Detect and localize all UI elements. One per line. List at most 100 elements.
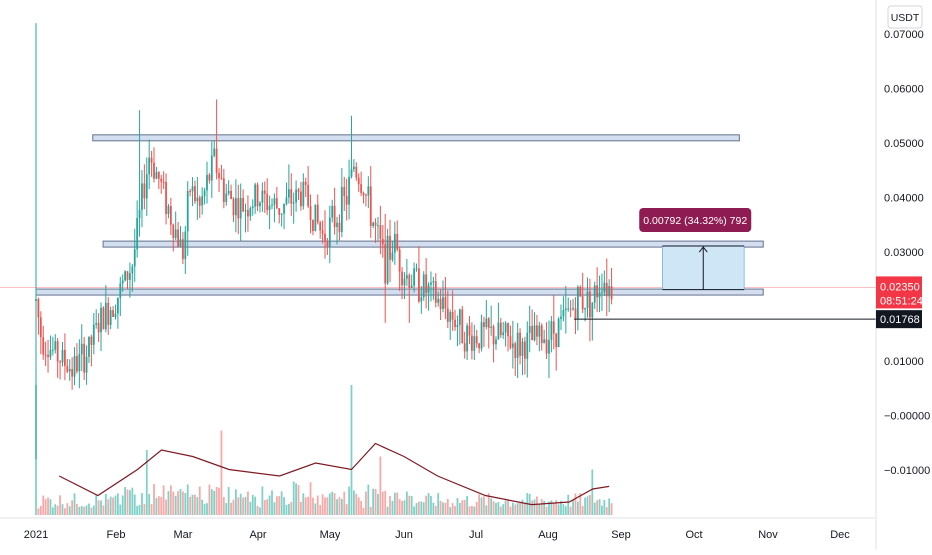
candle[interactable] bbox=[172, 223, 175, 252]
candle[interactable] bbox=[345, 178, 348, 221]
candle[interactable] bbox=[136, 200, 139, 258]
candle[interactable] bbox=[396, 220, 399, 252]
candle[interactable] bbox=[259, 201, 261, 213]
candle[interactable] bbox=[244, 203, 247, 233]
candle[interactable] bbox=[220, 164, 223, 180]
candle[interactable] bbox=[42, 325, 45, 360]
candle[interactable] bbox=[230, 184, 232, 200]
candle[interactable] bbox=[444, 276, 447, 320]
candle[interactable] bbox=[189, 188, 192, 197]
candle[interactable] bbox=[295, 180, 297, 212]
candle[interactable] bbox=[401, 267, 403, 300]
candle[interactable] bbox=[124, 270, 127, 282]
candle[interactable] bbox=[37, 297, 40, 335]
candle[interactable] bbox=[548, 320, 550, 379]
candle[interactable] bbox=[321, 220, 324, 244]
candle[interactable] bbox=[266, 178, 269, 216]
candle[interactable] bbox=[557, 317, 560, 348]
candle[interactable] bbox=[59, 360, 61, 380]
candle[interactable] bbox=[206, 161, 208, 204]
candle[interactable] bbox=[141, 170, 143, 228]
candle[interactable] bbox=[121, 274, 124, 292]
candle[interactable] bbox=[601, 273, 603, 312]
candle[interactable] bbox=[490, 305, 493, 336]
candle[interactable] bbox=[225, 183, 228, 206]
candle[interactable] bbox=[208, 172, 211, 184]
candle[interactable] bbox=[237, 184, 240, 235]
candle[interactable] bbox=[504, 321, 507, 347]
candle[interactable] bbox=[355, 162, 358, 181]
candle[interactable] bbox=[116, 297, 119, 329]
candle[interactable] bbox=[403, 272, 406, 299]
candle[interactable] bbox=[471, 322, 473, 360]
candle[interactable] bbox=[54, 334, 57, 354]
candle[interactable] bbox=[393, 221, 396, 265]
candle[interactable] bbox=[610, 267, 613, 305]
candle[interactable] bbox=[555, 332, 558, 371]
candle[interactable] bbox=[104, 285, 107, 333]
candle[interactable] bbox=[485, 300, 488, 330]
candle[interactable] bbox=[560, 304, 562, 330]
candle[interactable] bbox=[160, 175, 163, 194]
candle[interactable] bbox=[56, 337, 59, 378]
candle[interactable] bbox=[114, 304, 117, 320]
candle[interactable] bbox=[545, 322, 548, 359]
candle[interactable] bbox=[85, 345, 88, 385]
candle[interactable] bbox=[365, 193, 367, 207]
candle[interactable] bbox=[357, 173, 360, 192]
candle[interactable] bbox=[598, 275, 601, 313]
candle[interactable] bbox=[362, 191, 365, 204]
zone-1[interactable] bbox=[102, 240, 764, 248]
candle[interactable] bbox=[119, 276, 122, 317]
candle[interactable] bbox=[47, 339, 49, 373]
candle[interactable] bbox=[540, 323, 543, 351]
candle[interactable] bbox=[374, 218, 377, 243]
candle[interactable] bbox=[247, 195, 249, 232]
candle[interactable] bbox=[589, 278, 591, 342]
candle[interactable] bbox=[145, 157, 148, 216]
candle[interactable] bbox=[186, 181, 189, 256]
candle[interactable] bbox=[49, 335, 52, 360]
candle[interactable] bbox=[107, 297, 110, 335]
candle[interactable] bbox=[536, 314, 538, 346]
candle[interactable] bbox=[538, 321, 541, 352]
candle[interactable] bbox=[314, 204, 317, 232]
candle[interactable] bbox=[143, 164, 146, 210]
candle[interactable] bbox=[169, 197, 172, 235]
candle[interactable] bbox=[574, 297, 577, 335]
candle[interactable] bbox=[283, 203, 285, 230]
candle[interactable] bbox=[340, 168, 343, 238]
candle[interactable] bbox=[203, 187, 206, 205]
candle[interactable] bbox=[263, 181, 266, 213]
candle[interactable] bbox=[348, 159, 350, 220]
candle[interactable] bbox=[338, 214, 341, 241]
candle[interactable] bbox=[564, 285, 567, 334]
candle[interactable] bbox=[307, 166, 310, 209]
candle[interactable] bbox=[63, 333, 66, 381]
candle[interactable] bbox=[112, 306, 114, 318]
candle[interactable] bbox=[182, 232, 184, 264]
candle[interactable] bbox=[528, 305, 531, 353]
candle[interactable] bbox=[324, 210, 326, 259]
candle[interactable] bbox=[300, 181, 302, 211]
candle[interactable] bbox=[480, 314, 483, 352]
candle[interactable] bbox=[487, 317, 490, 349]
candle[interactable] bbox=[461, 306, 464, 344]
candle[interactable] bbox=[150, 150, 153, 177]
candle[interactable] bbox=[502, 322, 505, 339]
candle[interactable] bbox=[507, 322, 509, 352]
candle[interactable] bbox=[418, 246, 420, 304]
candle[interactable] bbox=[456, 315, 459, 347]
candle[interactable] bbox=[533, 312, 536, 342]
candle[interactable] bbox=[415, 263, 418, 272]
candle[interactable] bbox=[227, 180, 230, 196]
candle[interactable] bbox=[80, 324, 83, 371]
candle[interactable] bbox=[302, 173, 305, 210]
candle[interactable] bbox=[523, 336, 526, 375]
candle[interactable] bbox=[292, 192, 295, 224]
candle[interactable] bbox=[439, 288, 442, 321]
candle[interactable] bbox=[336, 216, 338, 245]
candle[interactable] bbox=[68, 359, 71, 381]
candle[interactable] bbox=[596, 267, 599, 313]
